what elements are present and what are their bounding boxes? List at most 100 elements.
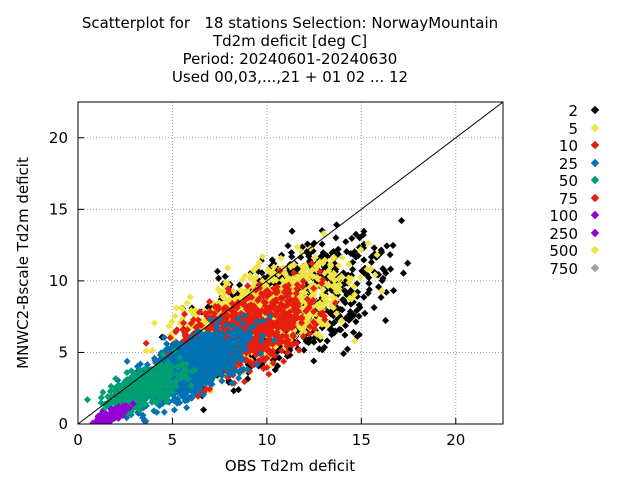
legend-item: 500 bbox=[520, 242, 620, 260]
x-tick-label: 5 bbox=[168, 431, 178, 449]
legend-marker-icon bbox=[590, 105, 600, 115]
data-point bbox=[271, 366, 279, 374]
data-point bbox=[404, 259, 412, 267]
y-tick-label: 15 bbox=[49, 200, 68, 218]
y-tick-label: 5 bbox=[58, 343, 68, 361]
legend-item: 5 bbox=[520, 119, 620, 138]
data-point bbox=[331, 327, 339, 335]
data-point bbox=[330, 319, 338, 327]
data-point bbox=[375, 283, 383, 291]
data-point bbox=[383, 242, 391, 250]
data-point bbox=[378, 287, 386, 295]
data-point bbox=[377, 246, 385, 254]
legend-item: 100 bbox=[520, 207, 620, 225]
legend-label: 75 bbox=[558, 189, 578, 208]
data-point bbox=[160, 408, 168, 416]
legend-label: 50 bbox=[558, 172, 578, 190]
data-point bbox=[302, 272, 310, 280]
data-point bbox=[183, 404, 191, 412]
data-point bbox=[381, 316, 390, 324]
title-line-4: Used 00,03,...,21 + 01 02 ... 12 bbox=[171, 68, 409, 86]
legend-item: 2 bbox=[520, 102, 620, 120]
data-point bbox=[359, 231, 367, 239]
data-point bbox=[323, 337, 331, 345]
data-point bbox=[306, 249, 314, 257]
data-point bbox=[235, 386, 243, 394]
data-point bbox=[268, 256, 276, 264]
data-point bbox=[99, 388, 107, 396]
data-point bbox=[230, 387, 238, 395]
legend-marker-icon bbox=[590, 245, 600, 255]
legend-marker-icon bbox=[590, 140, 600, 150]
data-point bbox=[379, 265, 387, 273]
data-point bbox=[363, 265, 371, 273]
data-point bbox=[341, 331, 349, 339]
data-point bbox=[142, 347, 150, 355]
data-point bbox=[288, 227, 296, 235]
data-point bbox=[320, 230, 328, 238]
data-point bbox=[329, 293, 337, 301]
data-point bbox=[367, 258, 376, 266]
data-point bbox=[319, 285, 327, 293]
legend-item: 75 bbox=[520, 189, 620, 208]
data-point bbox=[299, 287, 307, 295]
legend-label: 2 bbox=[568, 102, 578, 120]
legend-label: 750 bbox=[549, 259, 578, 278]
title-line-1: Scatterplot for 18 stations Selection: N… bbox=[81, 14, 499, 32]
data-point bbox=[265, 370, 273, 378]
data-point bbox=[246, 275, 255, 283]
data-point bbox=[371, 271, 379, 279]
data-point bbox=[333, 221, 341, 229]
data-point bbox=[142, 339, 150, 347]
data-point bbox=[345, 260, 353, 268]
data-point bbox=[200, 406, 208, 414]
data-point bbox=[319, 259, 327, 267]
legend-marker-icon bbox=[590, 193, 600, 202]
data-point bbox=[222, 278, 230, 287]
data-point bbox=[311, 253, 319, 261]
data-point bbox=[360, 293, 368, 301]
data-point bbox=[287, 249, 296, 257]
data-points bbox=[83, 217, 412, 424]
data-point bbox=[338, 306, 346, 314]
data-point bbox=[345, 311, 354, 319]
data-point bbox=[236, 281, 244, 289]
data-point bbox=[355, 312, 363, 320]
legend-marker-icon bbox=[590, 210, 600, 220]
data-point bbox=[357, 246, 365, 254]
data-point bbox=[370, 244, 378, 252]
data-point bbox=[353, 307, 361, 315]
data-point bbox=[241, 272, 249, 280]
legend-item: 10 bbox=[520, 137, 620, 155]
data-point bbox=[399, 269, 408, 277]
data-point bbox=[186, 293, 194, 301]
data-point bbox=[83, 396, 92, 404]
grid bbox=[78, 102, 503, 424]
data-point bbox=[352, 253, 360, 261]
data-point bbox=[150, 319, 158, 327]
data-point bbox=[123, 357, 131, 365]
legend-label: 5 bbox=[568, 119, 578, 138]
data-point bbox=[386, 251, 394, 259]
data-point bbox=[270, 275, 278, 283]
data-point bbox=[334, 250, 342, 258]
data-point bbox=[341, 287, 349, 295]
data-point bbox=[348, 234, 356, 242]
x-tick-label: 20 bbox=[446, 431, 465, 449]
data-point bbox=[171, 312, 179, 320]
data-point bbox=[293, 243, 301, 251]
data-point bbox=[300, 346, 308, 354]
data-point bbox=[314, 330, 322, 339]
data-point bbox=[360, 256, 368, 264]
legend-item: 750 bbox=[520, 259, 620, 278]
data-point bbox=[170, 406, 178, 414]
data-point bbox=[334, 245, 342, 253]
legend-label: 100 bbox=[549, 207, 578, 225]
data-point bbox=[270, 263, 278, 271]
legend-item: 250 bbox=[520, 225, 620, 243]
data-point bbox=[361, 309, 369, 317]
data-point bbox=[382, 269, 390, 277]
data-point bbox=[370, 304, 378, 312]
data-point bbox=[309, 272, 317, 281]
